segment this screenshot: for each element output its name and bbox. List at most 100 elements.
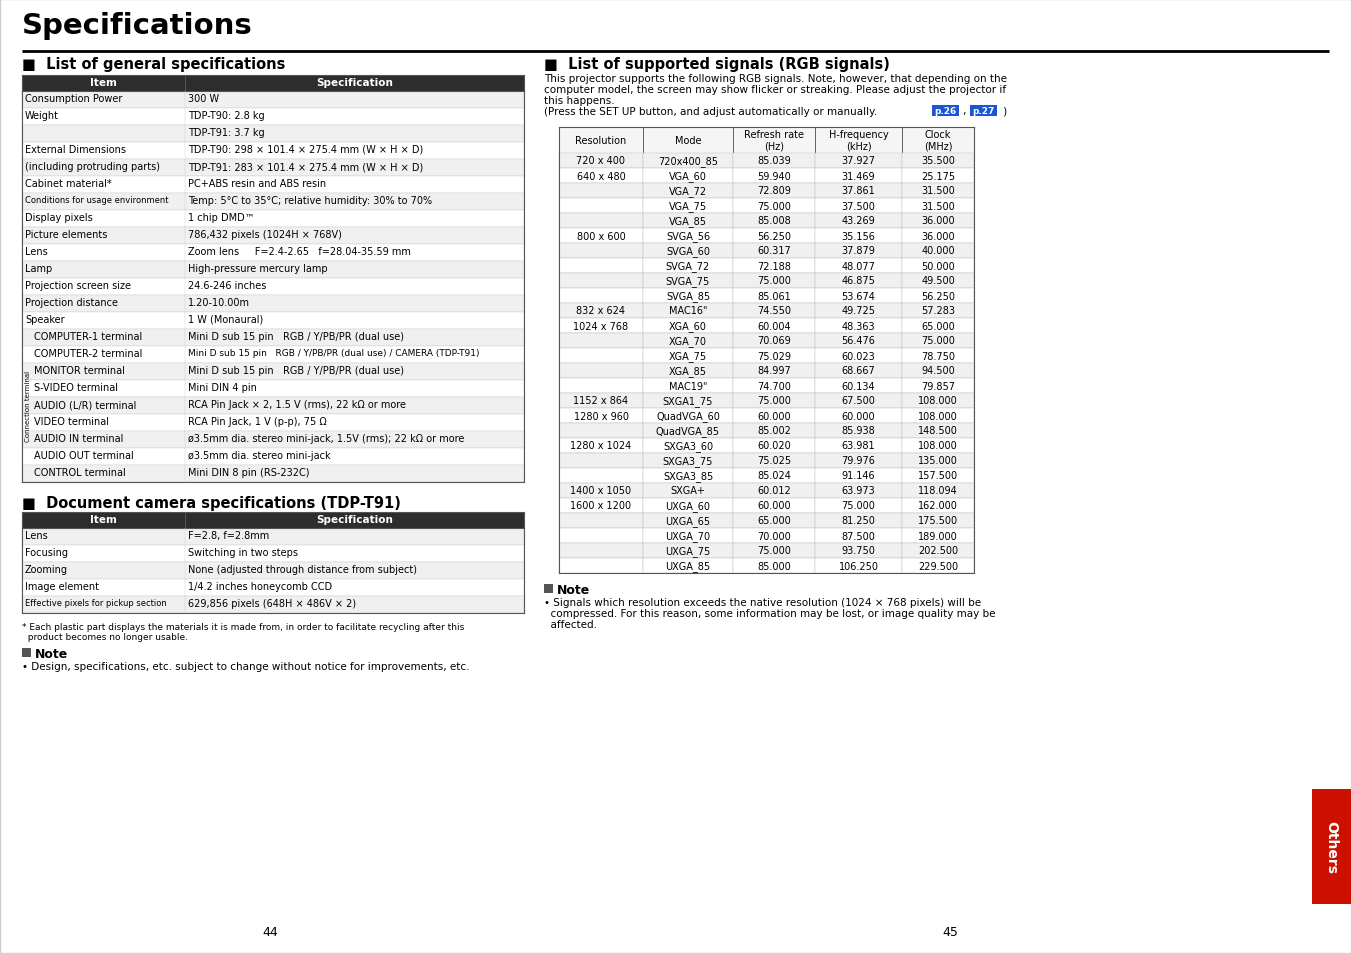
Bar — [22, 143, 524, 160]
Text: 85.002: 85.002 — [757, 426, 790, 436]
Text: 60.000: 60.000 — [757, 411, 790, 421]
Bar — [22, 177, 524, 193]
Bar — [815, 349, 902, 364]
Text: SVGA_60: SVGA_60 — [666, 246, 711, 256]
Text: 68.667: 68.667 — [842, 366, 875, 376]
Text: 59.940: 59.940 — [757, 172, 790, 181]
Text: p.27: p.27 — [971, 108, 994, 116]
Bar — [22, 330, 524, 347]
Bar — [902, 409, 974, 423]
Bar — [815, 438, 902, 454]
Bar — [643, 199, 734, 213]
Bar — [815, 318, 902, 334]
Bar — [22, 245, 524, 262]
Text: 75.000: 75.000 — [757, 201, 790, 212]
Text: 67.500: 67.500 — [842, 396, 875, 406]
Bar — [643, 378, 734, 394]
Bar — [22, 347, 524, 364]
Bar — [902, 378, 974, 394]
Bar — [902, 469, 974, 483]
Text: 37.500: 37.500 — [842, 201, 875, 212]
Text: 46.875: 46.875 — [842, 276, 875, 286]
Text: 72.188: 72.188 — [757, 261, 790, 272]
Text: 93.750: 93.750 — [842, 546, 875, 556]
Bar — [559, 258, 643, 274]
Bar — [643, 153, 734, 169]
Text: 60.004: 60.004 — [757, 321, 790, 331]
Text: MAC19": MAC19" — [669, 381, 708, 391]
Text: H-frequency
(kHz): H-frequency (kHz) — [828, 130, 889, 152]
Text: 1.20-10.00m: 1.20-10.00m — [188, 297, 250, 308]
Text: Picture elements: Picture elements — [26, 230, 107, 240]
Text: XGA_70: XGA_70 — [669, 335, 707, 347]
Bar — [734, 213, 815, 229]
Text: 832 x 624: 832 x 624 — [577, 306, 626, 316]
Text: 189.000: 189.000 — [919, 531, 958, 541]
Text: SVGA_75: SVGA_75 — [666, 275, 711, 287]
Bar — [815, 423, 902, 438]
Bar — [734, 304, 815, 318]
Text: this happens.: this happens. — [544, 96, 615, 106]
Bar — [734, 274, 815, 289]
Text: 50.000: 50.000 — [921, 261, 955, 272]
Text: QuadVGA_85: QuadVGA_85 — [657, 426, 720, 436]
Text: MONITOR terminal: MONITOR terminal — [34, 366, 124, 375]
Bar — [902, 213, 974, 229]
Text: 94.500: 94.500 — [921, 366, 955, 376]
Text: 629,856 pixels (648H × 486V × 2): 629,856 pixels (648H × 486V × 2) — [188, 598, 357, 608]
Bar — [734, 543, 815, 558]
Bar — [734, 514, 815, 529]
Text: AUDIO OUT terminal: AUDIO OUT terminal — [34, 451, 134, 460]
Text: Mini D sub 15 pin   RGB / Y/PB/PR (dual use) / CAMERA (TDP-T91): Mini D sub 15 pin RGB / Y/PB/PR (dual us… — [188, 349, 480, 357]
Text: 60.317: 60.317 — [757, 246, 790, 256]
Text: SXGA1_75: SXGA1_75 — [663, 395, 713, 407]
Text: SVGA_56: SVGA_56 — [666, 231, 711, 242]
Text: Resolution: Resolution — [576, 136, 627, 146]
Text: VGA_60: VGA_60 — [669, 171, 707, 182]
Text: Mini D sub 15 pin   RGB / Y/PB/PR (dual use): Mini D sub 15 pin RGB / Y/PB/PR (dual us… — [188, 366, 404, 375]
Text: Clock
(MHz): Clock (MHz) — [924, 130, 952, 152]
Bar — [734, 258, 815, 274]
Text: Mini DIN 4 pin: Mini DIN 4 pin — [188, 382, 257, 393]
Bar — [559, 304, 643, 318]
Text: 85.938: 85.938 — [842, 426, 875, 436]
Text: 720x400_85: 720x400_85 — [658, 156, 717, 167]
Text: compressed. For this reason, some information may be lost, or image quality may : compressed. For this reason, some inform… — [544, 608, 996, 618]
Text: 65.000: 65.000 — [757, 516, 790, 526]
Bar — [734, 423, 815, 438]
Text: 75.029: 75.029 — [757, 351, 790, 361]
Text: 135.000: 135.000 — [919, 456, 958, 466]
Bar — [559, 454, 643, 469]
Text: 229.500: 229.500 — [917, 561, 958, 571]
Text: ■  List of general specifications: ■ List of general specifications — [22, 57, 285, 71]
Bar — [643, 184, 734, 199]
Bar — [815, 304, 902, 318]
Text: 800 x 600: 800 x 600 — [577, 232, 626, 241]
Bar — [22, 465, 524, 482]
Text: Specification: Specification — [316, 78, 393, 88]
Bar — [734, 153, 815, 169]
Bar — [815, 483, 902, 498]
Bar — [22, 278, 524, 295]
Bar — [559, 378, 643, 394]
Text: 108.000: 108.000 — [919, 441, 958, 451]
Bar — [815, 394, 902, 409]
Bar — [815, 364, 902, 378]
Bar — [902, 153, 974, 169]
Text: 60.000: 60.000 — [842, 411, 875, 421]
Text: 75.000: 75.000 — [757, 396, 790, 406]
Text: 60.020: 60.020 — [757, 441, 790, 451]
Text: 106.250: 106.250 — [839, 561, 878, 571]
Text: Cabinet material*: Cabinet material* — [26, 179, 112, 189]
Text: • Design, specifications, etc. subject to change without notice for improvements: • Design, specifications, etc. subject t… — [22, 661, 470, 671]
Bar — [734, 394, 815, 409]
Bar — [1312, 789, 1351, 904]
Text: TDP-T90: 2.8 kg: TDP-T90: 2.8 kg — [188, 111, 265, 121]
Text: Projection distance: Projection distance — [26, 297, 118, 308]
Bar — [559, 169, 643, 184]
Bar — [902, 543, 974, 558]
Text: 57.283: 57.283 — [921, 306, 955, 316]
Text: 35.500: 35.500 — [921, 156, 955, 167]
Text: 84.997: 84.997 — [757, 366, 790, 376]
Text: UXGA_65: UXGA_65 — [666, 516, 711, 526]
